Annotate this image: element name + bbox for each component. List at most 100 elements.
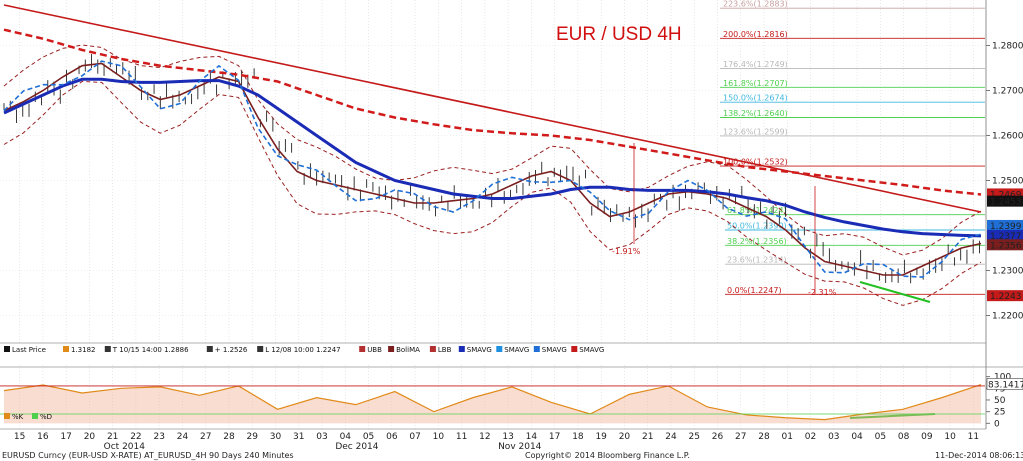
x-tick-label: 05 — [875, 432, 886, 442]
series-lines — [3, 4, 982, 284]
price-tick-label: 1.2600 — [992, 132, 1023, 142]
price-tag-label: 1.2377 — [990, 232, 1022, 242]
x-tick-label: 17 — [60, 432, 71, 442]
price-tick-label: 1.2200 — [992, 312, 1023, 322]
osc-legend-label: %K — [12, 413, 24, 421]
downtrend-line — [3, 4, 982, 213]
smavg-fast-line — [3, 60, 982, 278]
fib-level-label: 123.6%(1.2599) — [723, 127, 788, 136]
legend-label: LBB — [438, 346, 452, 354]
legend-swatch — [359, 346, 366, 352]
legend-swatch — [429, 346, 436, 352]
x-tick-label: 28 — [758, 432, 770, 442]
bollinger-bands — [3, 44, 982, 306]
price-tag-box — [987, 290, 1023, 302]
oscillator-k-line — [3, 383, 982, 421]
x-tick-label: 20 — [84, 432, 96, 442]
legend-label: UBB — [367, 346, 382, 354]
x-tick-label: 24 — [665, 432, 677, 442]
price-tag-label: 1.2356 — [990, 241, 1022, 251]
footer-bar: EURUSD Curncy (EUR-USD X-RATE) AT_EURUSD… — [2, 451, 1023, 460]
x-tick-label: 07 — [409, 432, 420, 442]
x-tick-label: 21 — [642, 432, 653, 442]
fib-level-label: 150.0%(1.2674) — [723, 94, 788, 103]
price-tick-label: 1.2500 — [992, 177, 1023, 187]
price-tick-label: 1.2300 — [992, 267, 1023, 277]
drop-annotation: -1.91% — [612, 247, 641, 256]
fib-level-label: 61.8%(1.2424) — [727, 206, 787, 215]
fib-level-label: 38.2%(1.2356) — [727, 237, 787, 246]
legend-label: Last Price — [12, 346, 46, 354]
price-tag-box — [987, 219, 1023, 231]
fibonacci-levels: 223.6%(1.2883) 200.0%(1.2816) 176.4%(1.274… — [720, 0, 985, 295]
osc-legend-swatch — [32, 413, 38, 419]
x-tick-label: 04 — [851, 432, 863, 442]
x-tick-label: 09 — [921, 432, 933, 442]
osc-tag-box — [986, 378, 1023, 390]
x-tick-label: 06 — [386, 432, 398, 442]
legend-label: L 12/08 10:00 1.2247 — [265, 346, 340, 354]
fib-level-label: 50.0%(1.2390) — [727, 222, 787, 231]
x-tick-label: 12 — [479, 432, 490, 442]
x-tick-label: 02 — [805, 432, 816, 442]
osc-divergence-line — [849, 413, 936, 419]
smavg-200-line — [3, 28, 982, 196]
legend-swatch — [533, 346, 540, 352]
x-tick-label: 31 — [293, 432, 304, 442]
lower-bollinger-band — [3, 80, 982, 306]
fib-level-label: 138.2%(1.2640) — [723, 109, 788, 118]
price-tag-box — [987, 195, 1023, 207]
fib-level-label: 23.6%(1.2314) — [727, 256, 787, 265]
x-tick-label: 04 — [340, 432, 352, 442]
legend-label: SMAVG — [579, 346, 604, 354]
legend-swatch — [4, 346, 10, 352]
legend-swatch — [63, 346, 69, 352]
legend-label: BoliMA — [396, 346, 420, 354]
x-tick-label: 03 — [828, 432, 839, 442]
month-label: Dec 2014 — [335, 442, 378, 452]
fib-level-label: 176.4%(1.2749) — [723, 60, 788, 69]
x-tick-label: 19 — [595, 432, 607, 442]
legend-swatch — [388, 346, 395, 352]
x-tick-label: 23 — [153, 432, 164, 442]
legend-swatch — [458, 346, 465, 352]
x-tick-label: 27 — [735, 432, 746, 442]
indicator-legend: Last Price 1.3182 T 10/15 14:00 1.2886 + 1.… — [4, 346, 604, 354]
price-tag-label: 1.2243 — [990, 292, 1022, 302]
price-tick-label: 1.2700 — [992, 87, 1023, 97]
x-tick-label: 27 — [200, 432, 211, 442]
price-tag-label: 1.2453 — [990, 198, 1022, 208]
osc-tick-label: 0 — [994, 419, 1000, 429]
fib-level-label: 100.0%(1.2532) — [723, 158, 788, 167]
legend-label: SMAVG — [467, 346, 492, 354]
price-tag-box — [987, 188, 1023, 200]
price-tag-label: 1.2469 — [990, 190, 1022, 200]
x-tick-label: 15 — [14, 432, 25, 442]
legend-swatch — [104, 346, 111, 352]
support-trendline — [859, 281, 931, 303]
x-tick-label: 18 — [572, 432, 584, 442]
x-tick-label: 11 — [456, 432, 467, 442]
x-tick-label: 13 — [502, 432, 513, 442]
legend-swatch — [206, 346, 213, 352]
x-tick-label: 10 — [944, 432, 956, 442]
legend-swatch — [571, 346, 578, 352]
legend-label: T 10/15 14:00 1.2886 — [112, 346, 189, 354]
smavg-100-line — [3, 77, 982, 238]
x-tick-label: 28 — [223, 432, 235, 442]
chart-title: EUR / USD 4H — [556, 24, 682, 45]
x-axis: 15 16 17 20 21 22 23 24 27 28 29 30 31 03 04 05 06 07 10 11… — [14, 432, 979, 452]
price-tag-box — [987, 239, 1023, 251]
x-tick-label: 26 — [712, 432, 724, 442]
x-tick-label: 21 — [107, 432, 118, 442]
x-tick-label: 29 — [247, 432, 259, 442]
axes: 1.28001.27001.26001.25001.23001.22001007… — [0, 0, 1023, 430]
x-tick-label: 03 — [316, 432, 327, 442]
x-tick-label: 22 — [130, 432, 141, 442]
x-tick-label: 30 — [270, 432, 282, 442]
legend-label: SMAVG — [542, 346, 567, 354]
legend-swatch — [257, 346, 264, 352]
fib-level-label: 223.6%(1.2883) — [723, 0, 788, 9]
footer-left: EURUSD Curncy (EUR-USD X-RATE) AT_EURUSD… — [2, 451, 294, 460]
